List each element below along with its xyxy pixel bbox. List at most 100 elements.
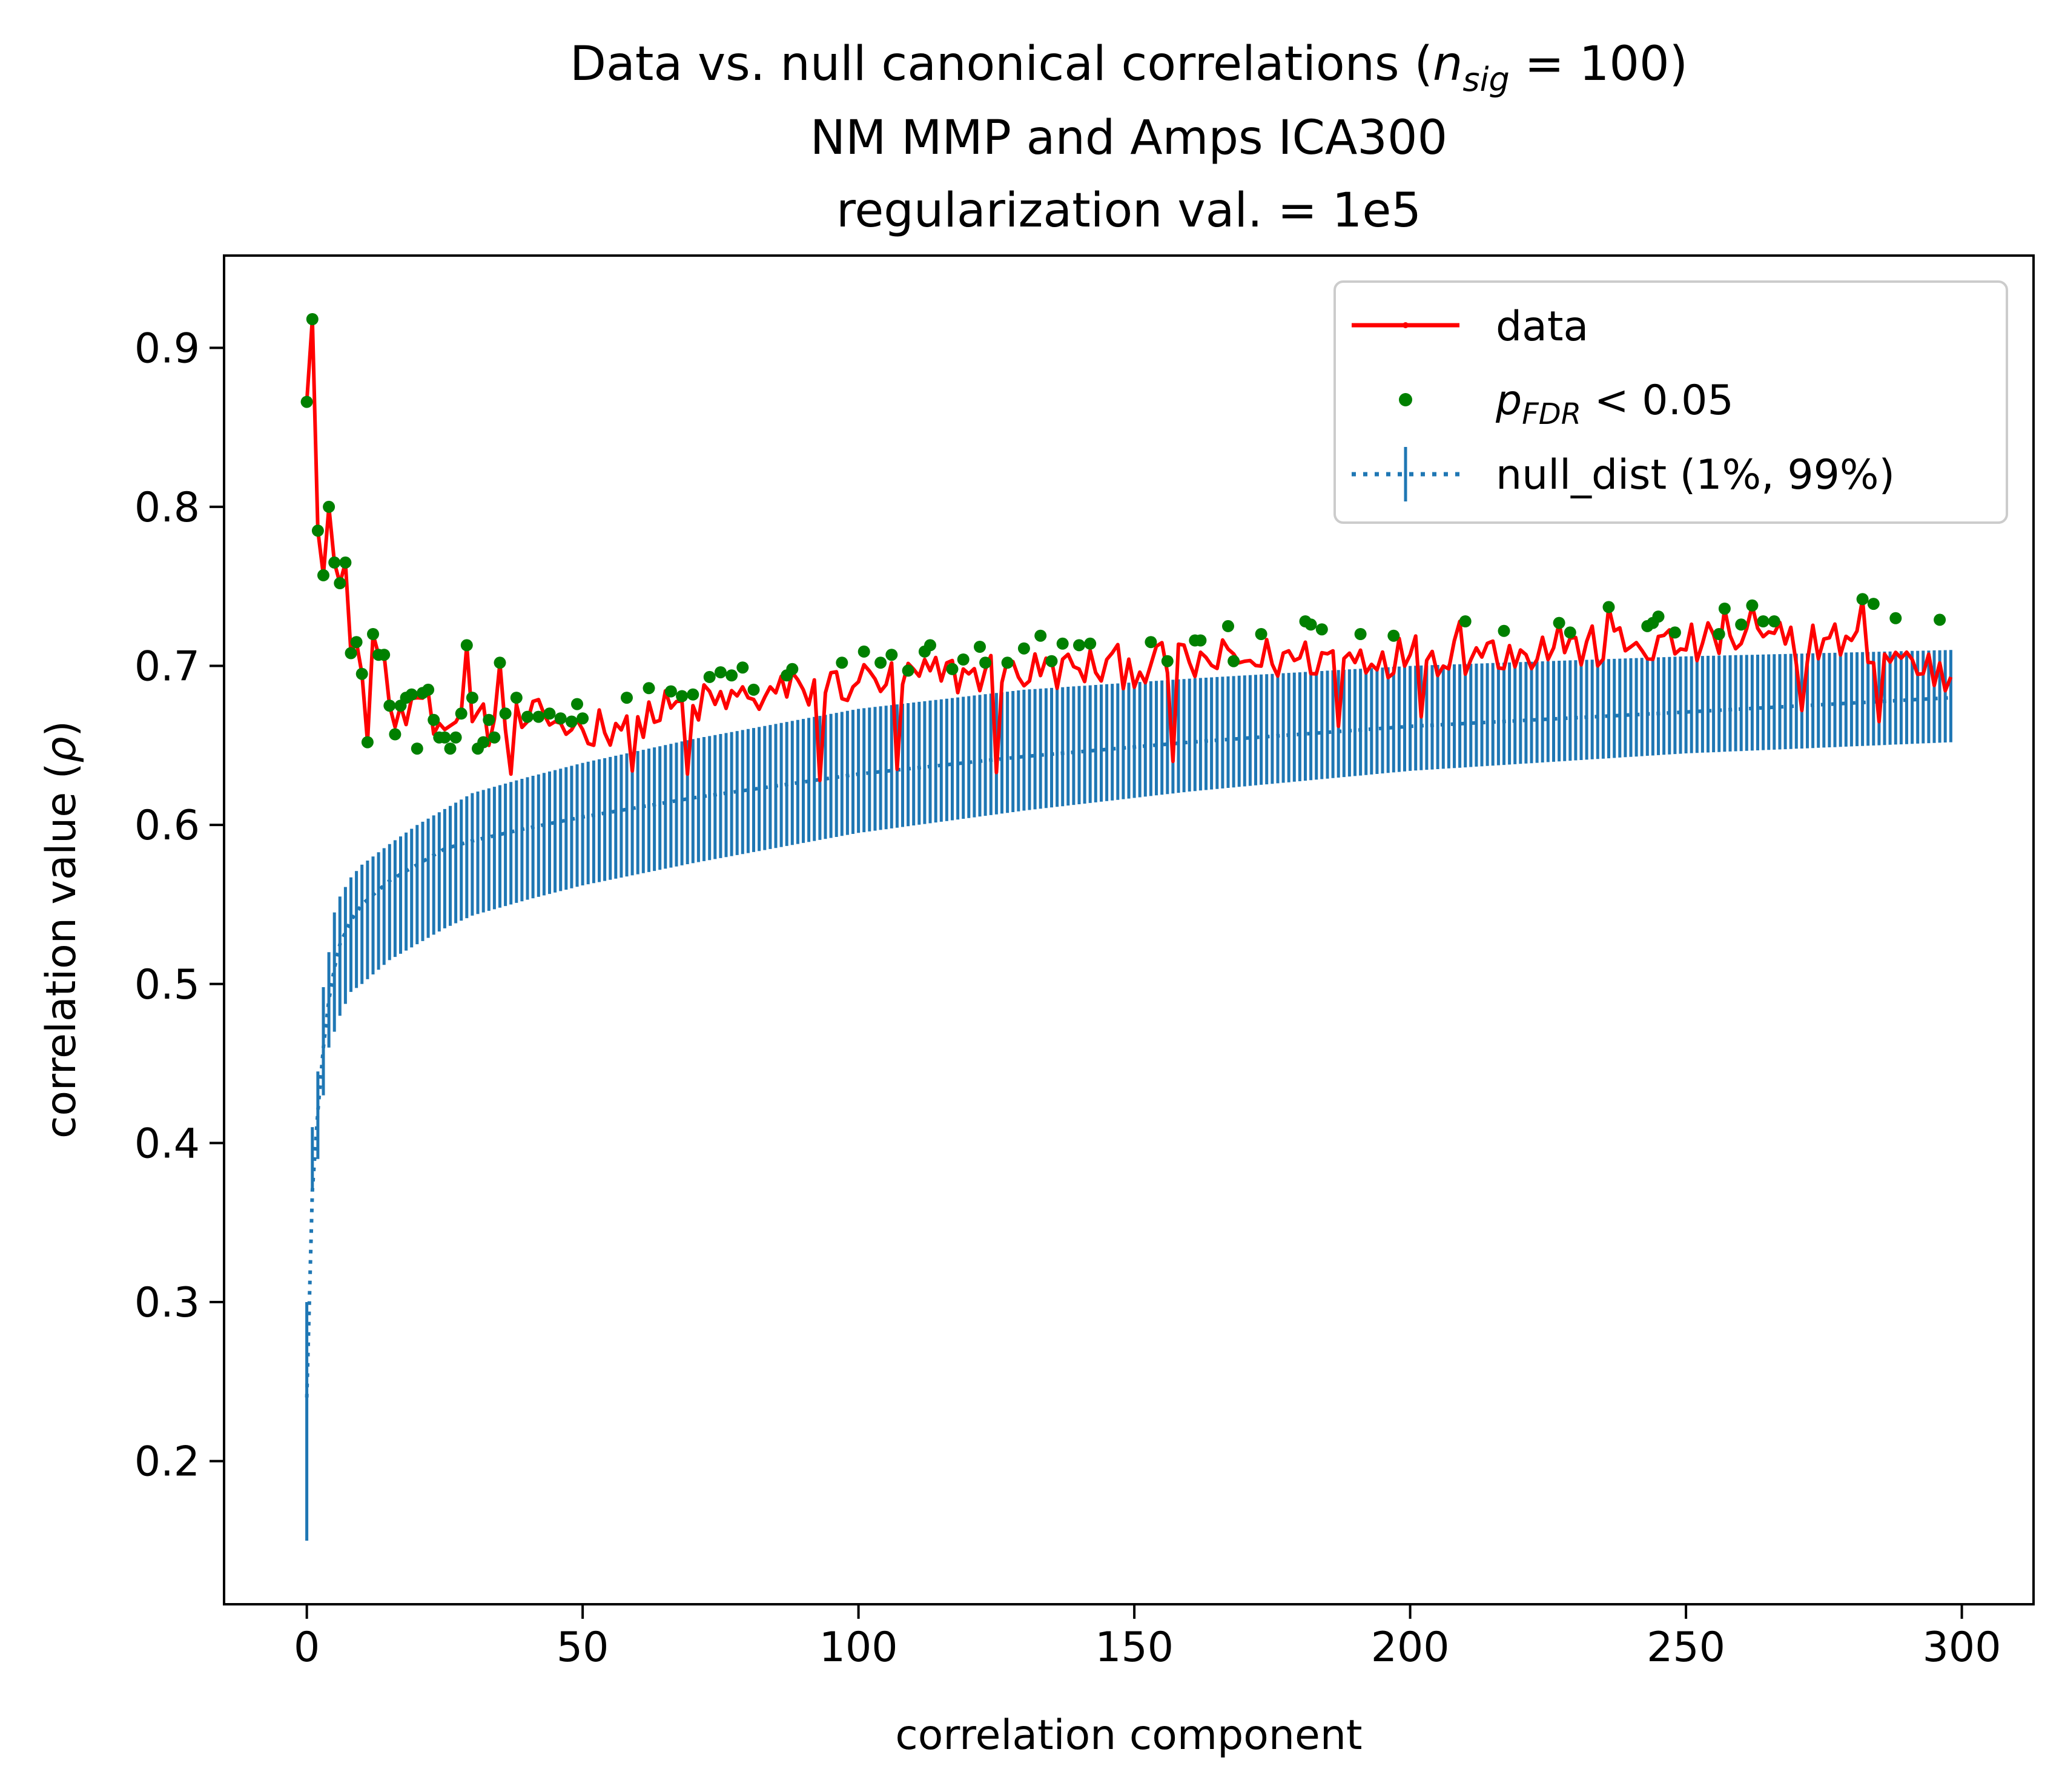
significant-point	[311, 524, 324, 537]
significant-point	[885, 649, 898, 661]
significant-point	[1867, 598, 1880, 610]
significant-point	[494, 656, 506, 669]
significant-point	[499, 707, 512, 720]
significant-point	[1194, 634, 1207, 647]
y-tick-label: 0.5	[134, 961, 200, 1009]
significant-point	[836, 656, 848, 669]
y-axis-label: correlation value (ρ)	[38, 721, 85, 1139]
legend-significant-label: pFDR < 0.05	[1495, 377, 1734, 431]
significant-point	[725, 669, 738, 682]
title-line1-var: n	[1433, 37, 1462, 91]
significant-point	[449, 731, 462, 744]
significant-point	[532, 710, 545, 723]
significant-point	[345, 647, 357, 660]
ylabel-pre: correlation value (	[38, 763, 85, 1139]
title-line1-post: = 100)	[1510, 37, 1688, 91]
significant-point	[460, 639, 473, 652]
significant-point	[543, 707, 556, 720]
significant-point	[858, 645, 870, 658]
significant-point	[1073, 639, 1085, 652]
significant-point	[306, 313, 319, 325]
significant-point	[1856, 593, 1869, 606]
y-tick-label: 0.6	[134, 802, 200, 850]
significant-point	[643, 682, 655, 695]
significant-point	[488, 731, 501, 744]
significant-point	[317, 569, 329, 581]
significant-point	[924, 639, 936, 652]
significant-point	[1564, 626, 1576, 639]
significant-point	[1768, 615, 1780, 627]
significant-point	[1746, 599, 1759, 612]
legend: data pFDR < 0.05 null_dist (1%, 99%)	[1333, 280, 2008, 524]
significant-point	[361, 736, 374, 749]
significant-point	[339, 556, 352, 569]
significant-point	[1668, 626, 1681, 639]
significant-point	[554, 712, 567, 725]
significant-point	[1255, 628, 1267, 640]
significant-point	[350, 636, 363, 649]
x-axis: 0 50 100 150 200 250 300	[294, 1604, 2001, 1671]
x-tick-label: 150	[1095, 1624, 1174, 1671]
ylabel-post: )	[38, 721, 85, 737]
significant-point	[389, 728, 401, 741]
significant-point	[355, 667, 368, 680]
significant-point	[1757, 615, 1770, 627]
significant-point	[1652, 610, 1665, 623]
significant-point	[521, 710, 534, 723]
significant-point	[1017, 642, 1030, 655]
significant-point	[1735, 618, 1748, 631]
significant-point	[367, 628, 379, 640]
legend-data-label: data	[1496, 303, 1588, 351]
significant-point	[1459, 615, 1472, 627]
significant-point	[1934, 613, 1946, 626]
ylabel-symbol: ρ	[38, 736, 85, 762]
y-tick-label: 0.4	[134, 1120, 200, 1168]
significant-point	[1228, 655, 1240, 667]
significant-point	[1084, 637, 1097, 650]
legend-sig-var: p	[1495, 377, 1522, 425]
significant-point	[1354, 628, 1367, 640]
significant-point	[736, 661, 749, 674]
x-tick-label: 200	[1371, 1624, 1450, 1671]
significant-point	[946, 663, 959, 675]
significant-point	[422, 683, 435, 696]
significant-point	[334, 577, 346, 589]
significant-point	[1718, 603, 1731, 615]
significant-point	[1553, 617, 1565, 629]
significant-point	[483, 713, 495, 726]
significant-point	[466, 692, 478, 704]
legend-sig-sub: FDR	[1522, 397, 1581, 431]
significant-point	[703, 670, 716, 683]
significant-point	[1045, 655, 1058, 667]
null-distribution-layer	[305, 650, 1952, 1541]
y-axis: 0.2 0.3 0.4 0.5 0.6 0.7 0.8 0.9	[134, 325, 224, 1486]
title-line1-pre: Data vs. null canonical correlations (	[570, 37, 1433, 91]
significant-point	[565, 715, 578, 728]
significant-point	[1034, 629, 1047, 642]
chart-title-line2: NM MMP and Amps ICA300	[810, 111, 1447, 165]
significant-point	[874, 656, 887, 669]
significant-point	[1387, 629, 1400, 642]
significant-point	[328, 556, 341, 569]
significant-point	[428, 713, 440, 726]
significant-point	[676, 690, 689, 703]
significant-point	[979, 656, 992, 669]
significant-point	[571, 698, 583, 710]
significant-point	[957, 653, 970, 666]
y-tick-label: 0.2	[134, 1438, 200, 1486]
significant-point	[1145, 636, 1157, 649]
significant-point	[714, 666, 727, 679]
significant-point	[444, 742, 457, 755]
plot-frame	[223, 254, 2035, 1605]
significant-point	[974, 641, 986, 653]
significant-point	[405, 688, 418, 701]
significant-point	[438, 731, 451, 744]
significant-point	[747, 683, 760, 696]
significant-point	[1161, 655, 1174, 667]
significant-point	[378, 649, 391, 661]
significant-point	[902, 664, 914, 677]
title-line1-sub: sig	[1462, 61, 1509, 99]
x-tick-label: 0	[294, 1624, 320, 1671]
